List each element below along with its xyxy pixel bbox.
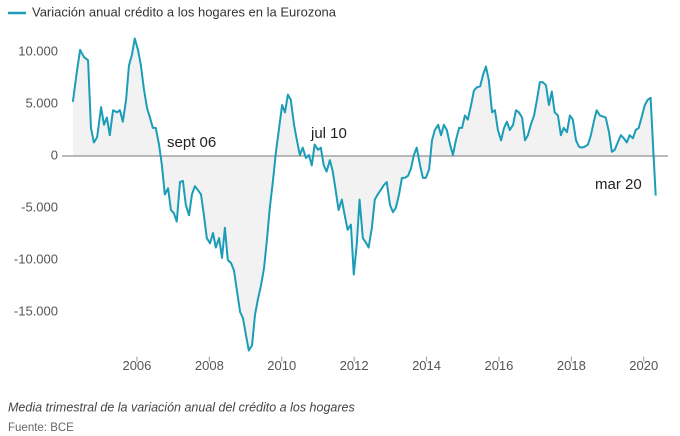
source: Fuente: BCE: [8, 422, 74, 434]
legend-label: Variación anual crédito a los hogares en…: [32, 4, 337, 19]
y-tick-label: -15.000: [14, 303, 58, 318]
y-tick-label: 10.000: [18, 43, 58, 58]
x-tick-label: 2008: [195, 358, 224, 373]
y-tick-label: 5.000: [25, 95, 58, 110]
x-tick-label: 2014: [412, 358, 441, 373]
x-tick-label: 2012: [340, 358, 369, 373]
area: [72, 38, 656, 351]
caption: Media trimestral de la variación anual d…: [8, 400, 355, 414]
annotation: sept 06: [167, 134, 216, 151]
annotation: mar 20: [595, 176, 642, 193]
y-tick-label: -10.000: [14, 251, 58, 266]
x-tick-label: 2020: [629, 358, 658, 373]
y-tick-label: 0: [51, 147, 58, 162]
line: [71, 37, 657, 352]
annotation: jul 10: [310, 125, 347, 142]
x-tick-label: 2010: [267, 358, 296, 373]
x-tick-label: 2016: [484, 358, 513, 373]
y-tick-label: -5.000: [21, 199, 58, 214]
x-tick-label: 2018: [557, 358, 586, 373]
x-tick-label: 2006: [122, 358, 151, 373]
